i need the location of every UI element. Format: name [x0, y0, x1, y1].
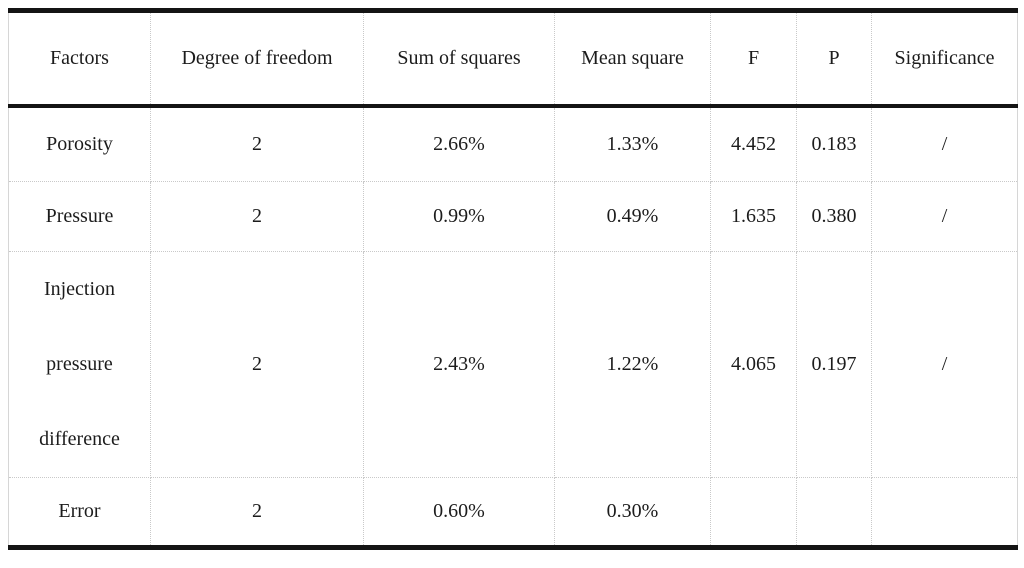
- table-row: Porosity 2 2.66% 1.33% 4.452 0.183 /: [8, 105, 1018, 182]
- cell-mean-square: 0.30%: [554, 477, 711, 548]
- cell-significance: /: [871, 251, 1018, 478]
- cell-mean-square: 0.49%: [554, 181, 711, 252]
- cell-significance: /: [871, 105, 1018, 182]
- anova-table: Factors Degree of freedom Sum of squares…: [8, 8, 1018, 550]
- column-header-factors: Factors: [8, 10, 151, 108]
- cell-sum-squares: 2.66%: [363, 105, 555, 182]
- cell-f: 1.635: [710, 181, 797, 252]
- table-row: Injection pressure difference 2 2.43% 1.…: [8, 251, 1018, 478]
- cell-df: 2: [150, 477, 364, 548]
- column-header-p: P: [796, 10, 872, 108]
- table-row: Error 2 0.60% 0.30%: [8, 477, 1018, 548]
- cell-f: [710, 477, 797, 548]
- cell-p: [796, 477, 872, 548]
- cell-df: 2: [150, 105, 364, 182]
- cell-mean-square: 1.33%: [554, 105, 711, 182]
- cell-p: 0.197: [796, 251, 872, 478]
- cell-p: 0.183: [796, 105, 872, 182]
- table-row: Pressure 2 0.99% 0.49% 1.635 0.380 /: [8, 181, 1018, 252]
- cell-f: 4.452: [710, 105, 797, 182]
- cell-sum-squares: 0.60%: [363, 477, 555, 548]
- cell-f: 4.065: [710, 251, 797, 478]
- cell-df: 2: [150, 251, 364, 478]
- column-header-mean-square: Mean square: [554, 10, 711, 108]
- cell-factor: Porosity: [8, 105, 151, 182]
- cell-significance: /: [871, 181, 1018, 252]
- column-header-df: Degree of freedom: [150, 10, 364, 108]
- cell-sum-squares: 0.99%: [363, 181, 555, 252]
- cell-p: 0.380: [796, 181, 872, 252]
- cell-sum-squares: 2.43%: [363, 251, 555, 478]
- cell-df: 2: [150, 181, 364, 252]
- cell-significance: [871, 477, 1018, 548]
- cell-factor: Pressure: [8, 181, 151, 252]
- cell-mean-square: 1.22%: [554, 251, 711, 478]
- column-header-f: F: [710, 10, 797, 108]
- column-header-sum-squares: Sum of squares: [363, 10, 555, 108]
- cell-factor: Injection pressure difference: [8, 251, 151, 478]
- column-header-significance: Significance: [871, 10, 1018, 108]
- cell-factor: Error: [8, 477, 151, 548]
- table-header-row: Factors Degree of freedom Sum of squares…: [8, 10, 1018, 108]
